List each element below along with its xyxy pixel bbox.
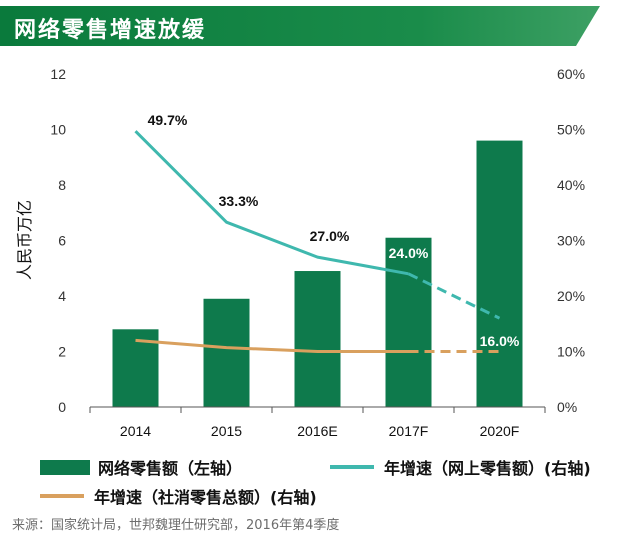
y-axis-label: 人民币万亿 (15, 200, 34, 280)
legend-label-total-growth: 年增速（社消零售总额）(右轴) (94, 488, 317, 507)
legend-swatch-total-line (40, 494, 84, 498)
data-label-online-growth: 24.0% (389, 245, 429, 261)
y-tick-label-left: 0 (58, 399, 66, 415)
y-tick-label-right: 30% (557, 233, 585, 249)
data-label-online-growth: 16.0% (480, 333, 520, 349)
bar-2020F (476, 140, 523, 407)
data-label-online-growth: 49.7% (148, 112, 188, 128)
x-tick-label: 2017F (389, 423, 429, 439)
y-tick-label-right: 0% (557, 399, 577, 415)
total-growth-line-solid (135, 338, 409, 353)
y-tick-label-left: 4 (58, 288, 66, 304)
y-tick-label-right: 40% (557, 177, 585, 193)
y-tick-label-left: 10 (50, 122, 66, 138)
bar-2016E (294, 271, 341, 407)
x-tick-label: 2020F (480, 423, 520, 439)
y-tick-label-right: 20% (557, 288, 585, 304)
legend-item-online-growth: 年增速（网上零售额）(右轴) (330, 455, 591, 479)
legend-item-total-growth: 年增速（社消零售总额）(右轴) (40, 484, 317, 508)
title-banner (0, 6, 600, 46)
bar-2017F (385, 237, 432, 407)
legend-item-retail-sales: 网络零售额（左轴） (40, 455, 242, 479)
data-label-online-growth: 27.0% (310, 228, 350, 244)
y-tick-label-left: 2 (58, 344, 66, 360)
y-tick-label-right: 60% (557, 66, 585, 82)
legend-label-online-growth: 年增速（网上零售额）(右轴) (384, 459, 591, 478)
y-tick-label-left: 6 (58, 233, 66, 249)
legend-swatch-online-line (330, 465, 374, 469)
y-tick-label-right: 50% (557, 122, 585, 138)
legend-swatch-bar (40, 459, 90, 475)
online-growth-line-solid (134, 130, 409, 276)
x-tick-label: 2015 (211, 423, 242, 439)
x-tick-label: 2016E (297, 423, 337, 439)
source-note: 来源：国家统计局，世邦魏理仕研究部，2016年第4季度 (12, 518, 340, 533)
chart-title: 网络零售增速放缓 (14, 18, 207, 43)
legend-label-retail-sales: 网络零售额（左轴） (98, 459, 243, 478)
y-tick-label-left: 8 (58, 177, 66, 193)
bar-2015 (203, 298, 250, 407)
y-tick-label-left: 12 (50, 66, 66, 82)
x-tick-label: 2014 (120, 423, 151, 439)
online-growth-line-dashed (407, 272, 501, 320)
data-label-online-growth: 33.3% (219, 193, 259, 209)
chart-area: 0 2 4 6 8 10 12 0% 10% 20% 30% 40% 50% 60% 人民币万亿 2014 20… (15, 66, 585, 439)
y-tick-label-right: 10% (557, 344, 585, 360)
